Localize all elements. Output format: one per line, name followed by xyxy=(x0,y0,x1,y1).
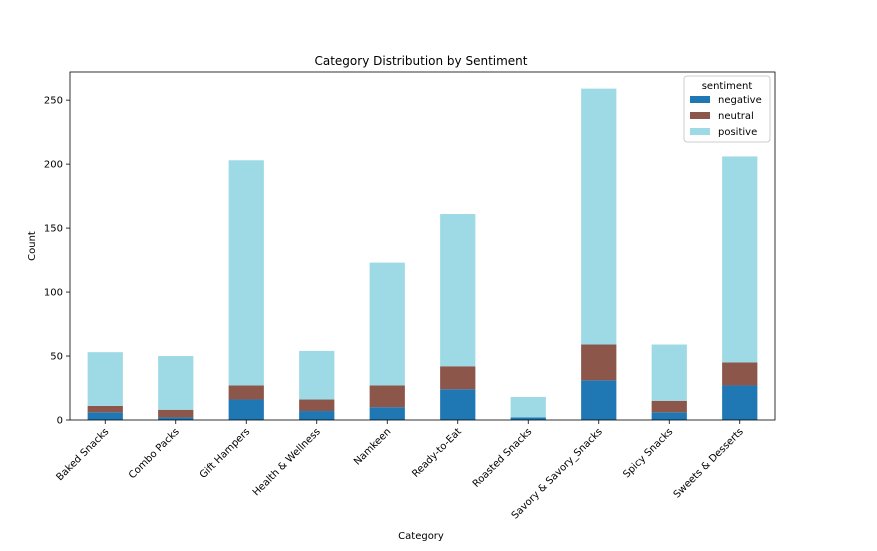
bar-neutral xyxy=(87,405,123,413)
x-tick-label: Combo Packs xyxy=(127,426,182,481)
bar-positive xyxy=(722,156,758,363)
bar-neutral xyxy=(651,400,687,413)
bar-neutral xyxy=(158,409,194,418)
bar-negative xyxy=(651,412,687,420)
legend-swatch-negative xyxy=(690,96,710,103)
bar-neutral xyxy=(581,344,617,381)
bar-negative xyxy=(722,385,758,420)
bar-positive xyxy=(369,262,405,386)
bar-positive xyxy=(158,356,194,410)
bar-positive xyxy=(510,396,546,418)
x-axis: Baked Snacks Combo Packs Gift HampersHealt… xyxy=(55,420,746,521)
bar-neutral xyxy=(299,399,335,412)
bar-positive xyxy=(440,214,476,367)
bar-neutral xyxy=(228,385,264,400)
chart-title: Category Distribution by Sentiment xyxy=(314,54,527,68)
x-tick-label: Health & Wellness xyxy=(251,426,323,498)
bars-group xyxy=(87,88,758,420)
bar-negative xyxy=(158,417,194,420)
legend-swatch-neutral xyxy=(690,112,710,119)
x-tick-label: Roasted Snacks xyxy=(471,426,535,490)
bar-negative xyxy=(299,411,335,420)
bar-positive xyxy=(228,160,264,386)
legend-label-positive: positive xyxy=(718,127,757,138)
plot-frame xyxy=(69,71,776,421)
bar-neutral xyxy=(722,362,758,386)
bar-negative xyxy=(440,389,476,420)
y-tick-label: 0 xyxy=(57,416,63,427)
x-axis-label: Category xyxy=(398,531,444,542)
x-tick-label: Sweets & Desserts xyxy=(672,426,746,500)
y-tick-label: 150 xyxy=(44,224,63,235)
bar-negative xyxy=(87,412,123,420)
bar-negative xyxy=(510,417,546,420)
x-tick-label: Baked Snacks xyxy=(55,426,112,483)
y-tick-label: 100 xyxy=(44,288,63,299)
bar-neutral xyxy=(440,366,476,390)
y-tick-label: 50 xyxy=(50,352,63,363)
legend: sentiment negative neutral positive xyxy=(683,75,771,143)
x-tick-label: Spicy Snacks xyxy=(621,426,675,480)
y-tick-label: 200 xyxy=(44,160,63,171)
bar-positive xyxy=(651,344,687,401)
y-axis: 0 50 100 150 200 250 xyxy=(44,96,70,427)
bar-negative xyxy=(581,380,617,420)
bar-negative xyxy=(228,399,264,420)
legend-frame xyxy=(683,75,771,143)
legend-swatch-positive xyxy=(690,128,710,135)
bar-positive xyxy=(87,352,123,406)
x-tick-label: Ready-to-Eat xyxy=(410,426,464,480)
bar-neutral xyxy=(369,385,405,408)
x-tick-label: Namkeen xyxy=(352,426,393,467)
y-axis-label: Count xyxy=(27,231,38,261)
bar-positive xyxy=(299,350,335,400)
y-tick-label: 250 xyxy=(44,96,63,107)
legend-title: sentiment xyxy=(702,81,753,92)
bar-positive xyxy=(581,88,617,345)
legend-label-negative: negative xyxy=(718,95,762,106)
bar-negative xyxy=(369,407,405,420)
legend-label-neutral: neutral xyxy=(718,111,754,122)
x-tick-label: Gift Hampers xyxy=(198,426,253,481)
